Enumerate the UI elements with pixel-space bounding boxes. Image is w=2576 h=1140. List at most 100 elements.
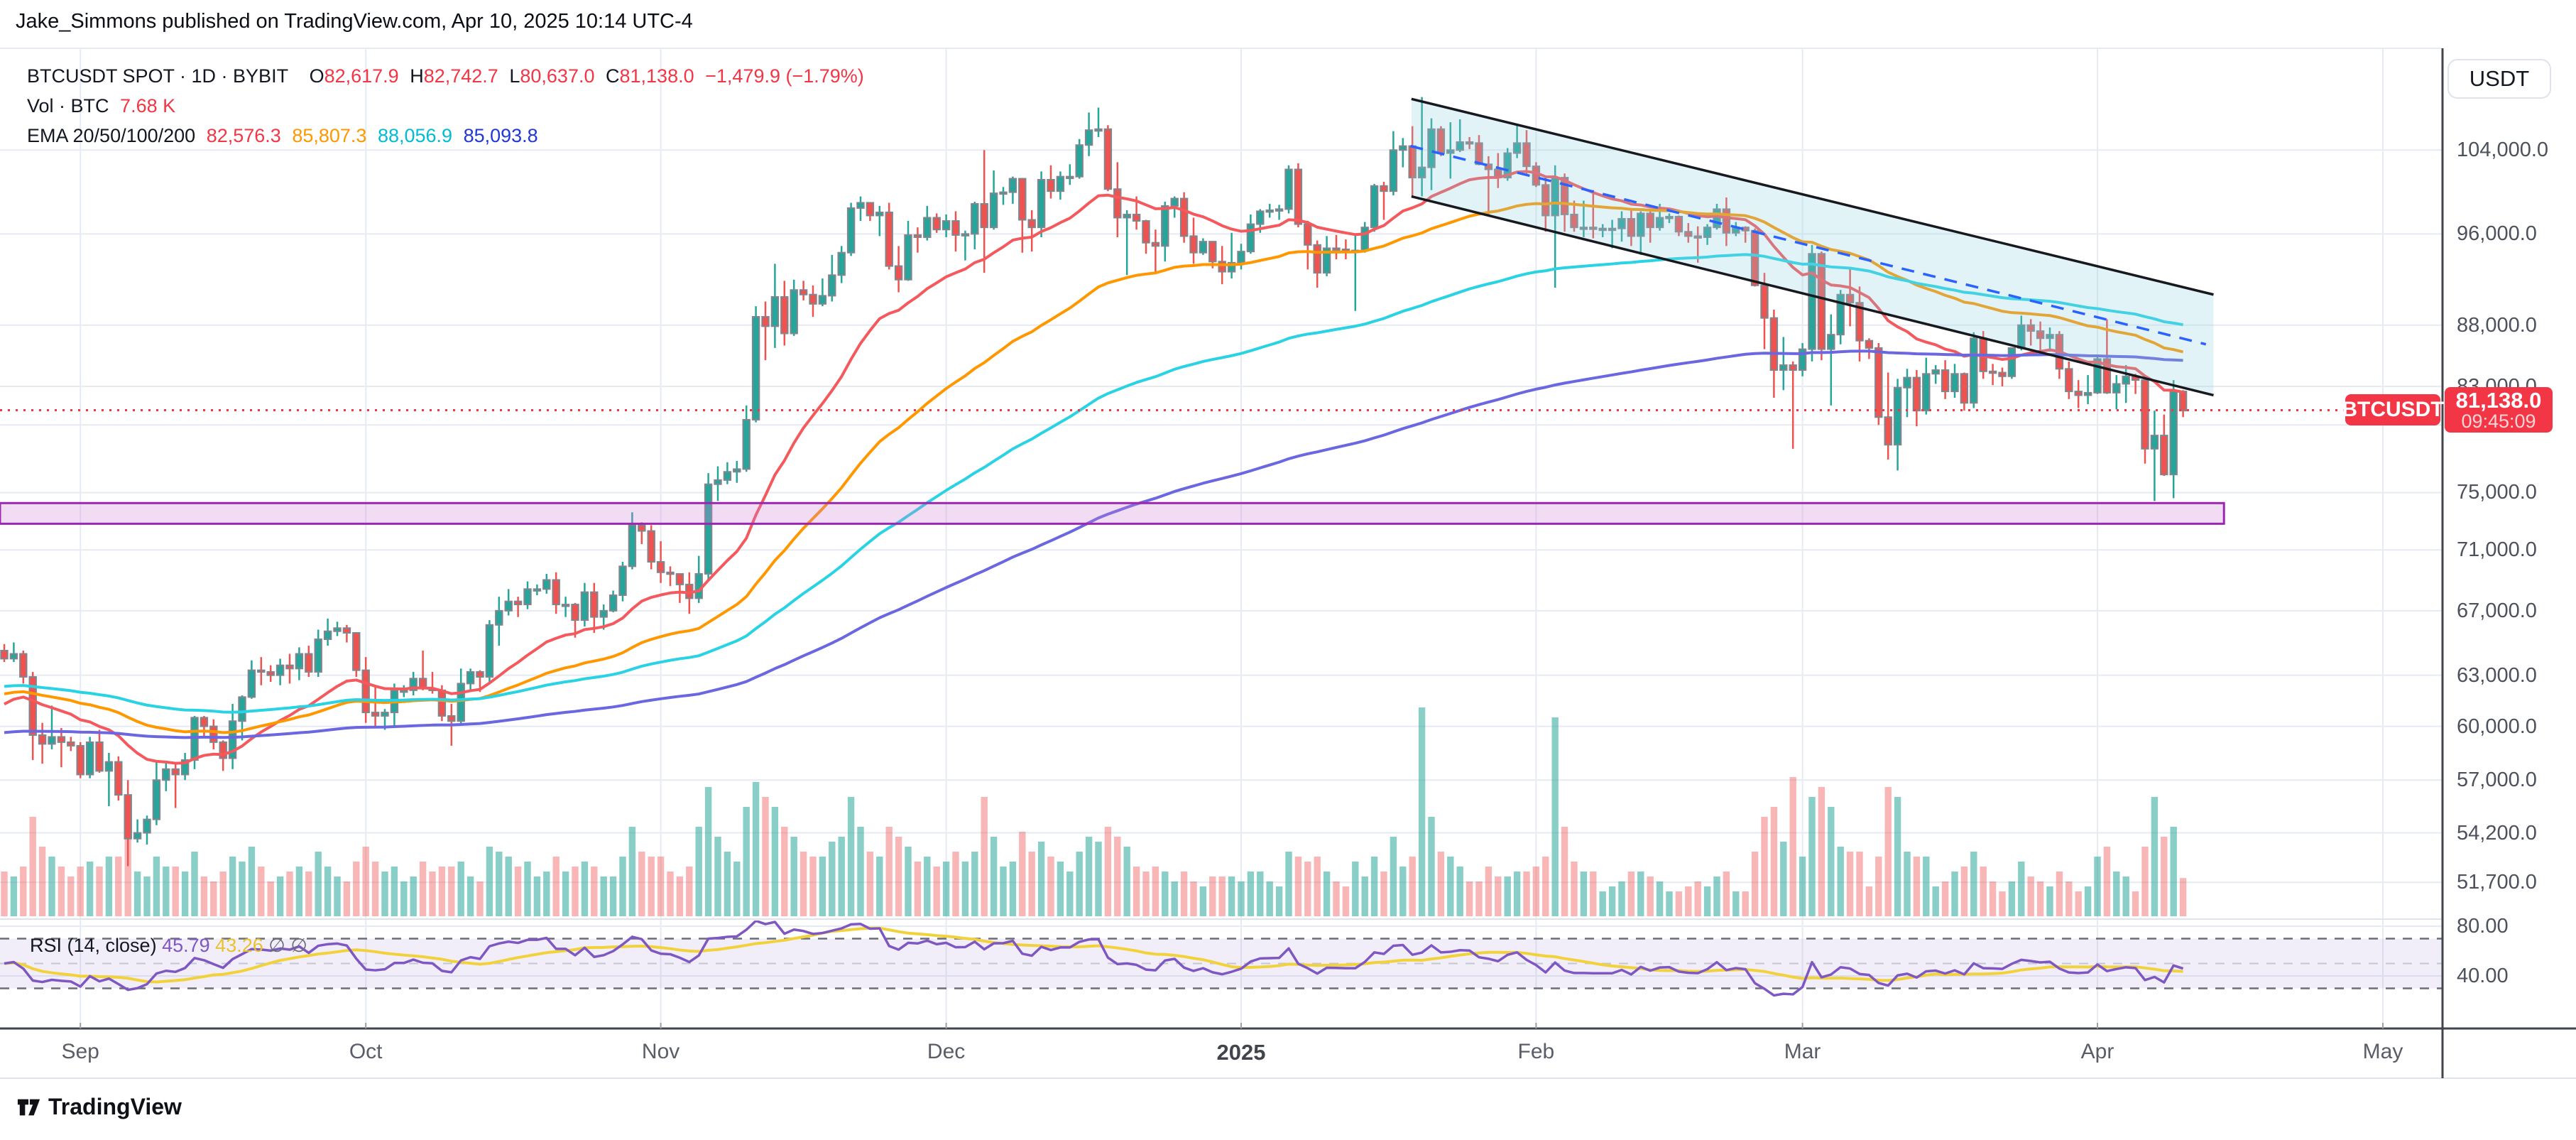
candle-body	[714, 479, 722, 485]
candle-body	[913, 234, 922, 238]
volume-bar	[163, 867, 170, 916]
volume-bar	[2170, 827, 2177, 916]
volume-bar	[2151, 797, 2159, 916]
ema200-value: 85,093.8	[463, 125, 538, 146]
rsi-ma-line	[4, 926, 2183, 984]
volume-bar	[552, 857, 560, 916]
candle-body	[1970, 337, 1978, 404]
price-axis-label: 60,000.0	[2457, 715, 2537, 738]
open-value: 82,617.9	[324, 65, 399, 87]
volume-bar	[914, 862, 922, 916]
candle-body	[209, 725, 218, 743]
volume-bar	[543, 872, 550, 916]
volume-bar	[1495, 876, 1502, 916]
candle-body	[1817, 253, 1826, 350]
volume-bar	[1342, 886, 1350, 916]
volume-bar	[2056, 872, 2063, 916]
volume-bar	[866, 852, 874, 916]
volume-bar	[239, 862, 246, 916]
volume-bar	[714, 837, 721, 916]
volume-bar	[457, 862, 464, 916]
candle-body	[238, 696, 246, 722]
candle-body	[1560, 177, 1569, 215]
candle-body	[1399, 145, 1407, 151]
candle-body	[190, 717, 199, 761]
candle-body	[2169, 391, 2178, 476]
candle-body	[247, 669, 256, 698]
volume-bar	[1571, 862, 1578, 916]
candle-body	[961, 233, 970, 237]
volume-bar	[1970, 852, 1977, 916]
candle-body	[1304, 223, 1312, 246]
tradingview-logo-icon	[17, 1099, 40, 1115]
ema-label: EMA 20/50/100/200	[27, 125, 196, 146]
candle-body	[866, 202, 875, 217]
candle-body	[1522, 142, 1531, 168]
volume-bar	[381, 872, 388, 916]
candle-body	[1170, 197, 1179, 207]
volume-bar	[1865, 886, 1873, 916]
volume-bar	[38, 847, 46, 916]
volume-bar	[1675, 891, 1683, 916]
time-axis-label-Apr: Apr	[2080, 1040, 2114, 1063]
time-axis-label-Dec: Dec	[927, 1040, 966, 1063]
volume-bar	[990, 837, 998, 916]
candle-body	[1655, 217, 1664, 229]
volume-bar	[400, 881, 408, 916]
candle-body	[2112, 383, 2121, 393]
tradingview-logo[interactable]: TradingView	[17, 1094, 182, 1120]
volume-bar	[2103, 847, 2111, 916]
volume-bar	[1123, 847, 1130, 916]
volume-bar	[2132, 891, 2139, 916]
candle-body	[980, 202, 988, 229]
candle-body	[9, 653, 18, 660]
volume-bar	[942, 862, 950, 916]
volume-bar	[1066, 872, 1074, 916]
candle-body	[48, 736, 56, 745]
candle-body	[770, 296, 780, 327]
volume-bar	[1685, 886, 1692, 916]
candle-body	[809, 293, 817, 305]
volume-bar	[1666, 891, 1673, 916]
candle-body	[1256, 210, 1265, 225]
volume-bar	[2065, 881, 2073, 916]
volume-bar	[448, 867, 455, 916]
volume-bar	[2084, 886, 2092, 916]
volume-bar	[847, 797, 855, 916]
candle-body	[1123, 213, 1131, 219]
candle-body	[1037, 178, 1046, 229]
volume-bar	[771, 807, 779, 916]
price-axis-label: 75,000.0	[2457, 481, 2537, 504]
candle-body	[561, 604, 570, 607]
candle-body	[1693, 235, 1702, 239]
candle-body	[1275, 208, 1284, 212]
volume-bar	[781, 827, 788, 916]
volume-bar	[1513, 872, 1521, 916]
currency-unit-button[interactable]: USDT	[2447, 59, 2551, 99]
volume-bar	[1960, 867, 1968, 916]
candle-body	[1370, 185, 1379, 229]
volume-bar	[1723, 872, 1730, 916]
candle-body	[466, 671, 475, 685]
volume-value: 7.68 K	[120, 95, 176, 116]
volume-bar	[67, 876, 75, 916]
candle-body	[19, 653, 28, 678]
candle-body	[951, 220, 960, 236]
candle-body	[1836, 293, 1845, 336]
volume-bar	[1551, 717, 1559, 916]
volume-bar	[2018, 862, 2025, 916]
open-label: O	[309, 65, 324, 87]
rsi-value: 45.79	[162, 935, 210, 956]
volume-bar	[838, 837, 845, 916]
volume-bar	[1171, 881, 1178, 916]
close-value: 81,138.0	[619, 65, 694, 87]
price-pane	[0, 97, 2225, 916]
candle-body	[1047, 178, 1055, 192]
volume-bar	[1314, 857, 1321, 916]
time-axis-label-May: May	[2362, 1040, 2403, 1063]
candle-body	[542, 579, 551, 590]
candle-body	[1589, 227, 1598, 230]
candle-body	[989, 192, 998, 229]
